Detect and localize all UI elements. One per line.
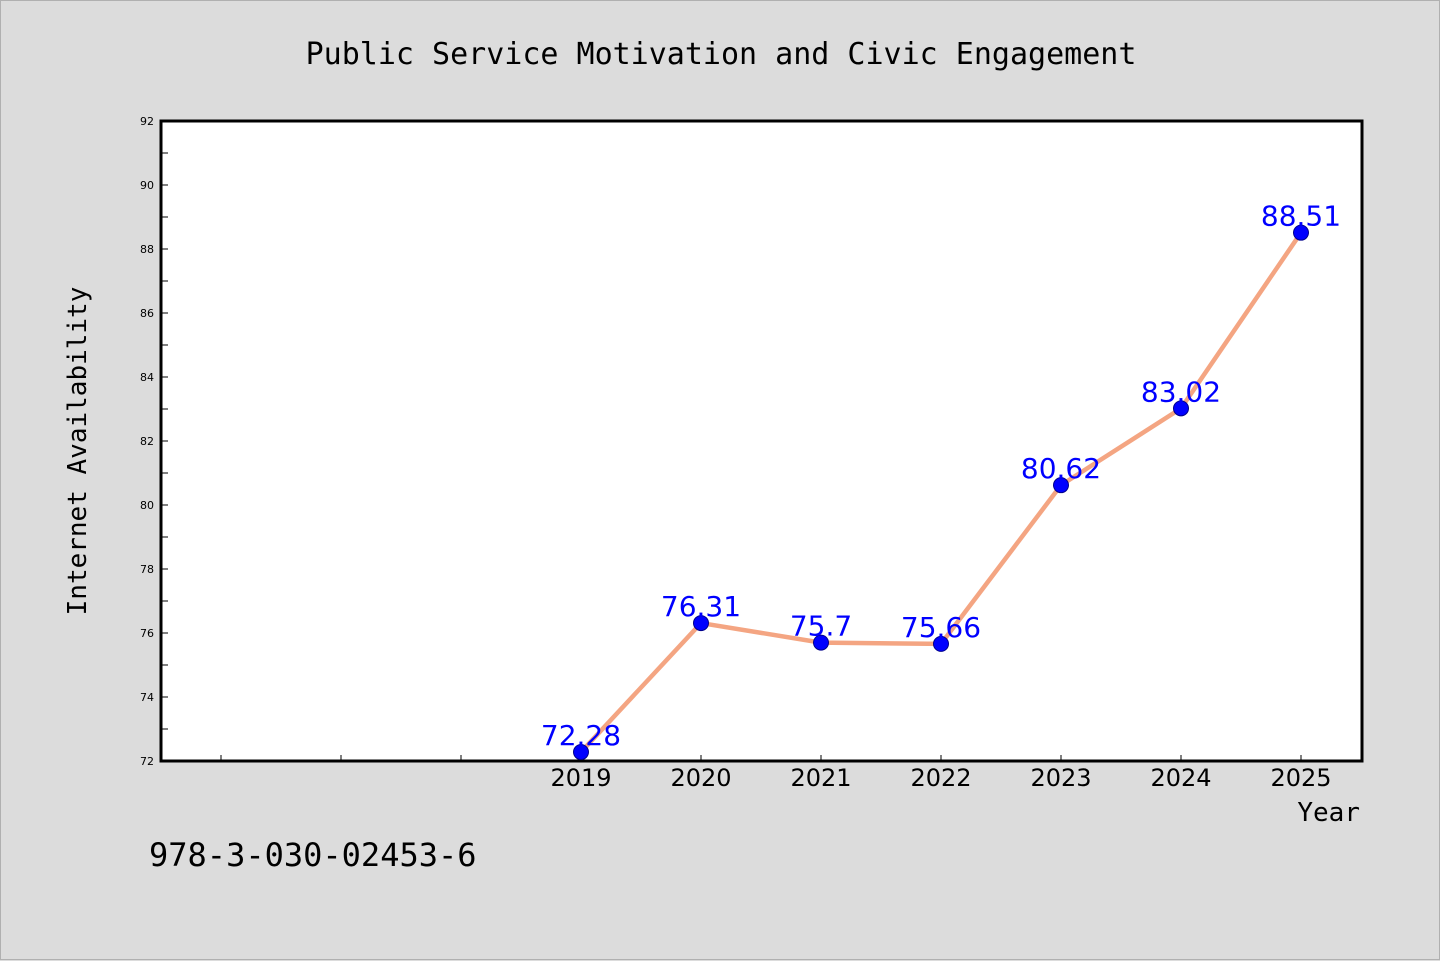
x-axis-label: Year xyxy=(1297,798,1360,828)
y-tick-label: 78 xyxy=(140,563,154,576)
data-labels: 72.28 76.31 75.7 75.66 80.62 83.02 88.51 xyxy=(541,200,1341,752)
y-tick-label: 74 xyxy=(140,691,154,704)
y-tick-label: 72 xyxy=(140,755,154,768)
x-tick-label: 2021 xyxy=(790,764,851,792)
data-label: 83.02 xyxy=(1141,375,1221,408)
y-tick-label: 80 xyxy=(140,499,154,512)
isbn-text: 978-3-030-02453-6 xyxy=(149,836,477,874)
x-tick-label: 2025 xyxy=(1270,764,1331,792)
series-internet-availability xyxy=(573,224,1309,761)
y-axis: 72 74 76 78 80 82 84 86 88 90 92 xyxy=(140,115,168,768)
x-axis: 2019 2020 2021 2022 2023 2024 2025 xyxy=(220,755,1332,792)
x-tick-label: 2022 xyxy=(910,764,971,792)
data-label: 88.51 xyxy=(1261,200,1341,233)
data-point-marker xyxy=(933,635,949,652)
y-tick-label: 86 xyxy=(140,307,154,320)
data-point-marker xyxy=(1173,400,1189,417)
data-point-marker xyxy=(1293,224,1309,241)
chart-title: Public Service Motivation and Civic Enga… xyxy=(306,37,1137,72)
y-tick-label: 84 xyxy=(140,371,154,384)
y-tick-label: 76 xyxy=(140,627,154,640)
y-tick-label: 88 xyxy=(140,243,154,256)
y-axis-label: Internet Availability xyxy=(63,287,93,616)
x-tick-label: 2020 xyxy=(670,764,731,792)
data-point-marker xyxy=(813,634,829,651)
data-label: 75.66 xyxy=(901,611,981,644)
data-label: 72.28 xyxy=(541,719,621,752)
x-tick-label: 2024 xyxy=(1150,764,1211,792)
y-tick-label: 82 xyxy=(140,435,154,448)
plot-area xyxy=(159,119,1364,763)
data-label: 75.7 xyxy=(790,610,852,643)
data-label: 80.62 xyxy=(1021,452,1101,485)
y-tick-label: 92 xyxy=(140,115,154,128)
y-tick-label: 90 xyxy=(140,179,154,192)
x-tick-label: 2019 xyxy=(550,764,611,792)
data-point-marker xyxy=(693,615,709,632)
data-label: 76.31 xyxy=(661,590,741,623)
x-tick-label: 2023 xyxy=(1030,764,1091,792)
data-point-marker xyxy=(573,744,589,761)
data-point-marker xyxy=(1053,477,1069,494)
